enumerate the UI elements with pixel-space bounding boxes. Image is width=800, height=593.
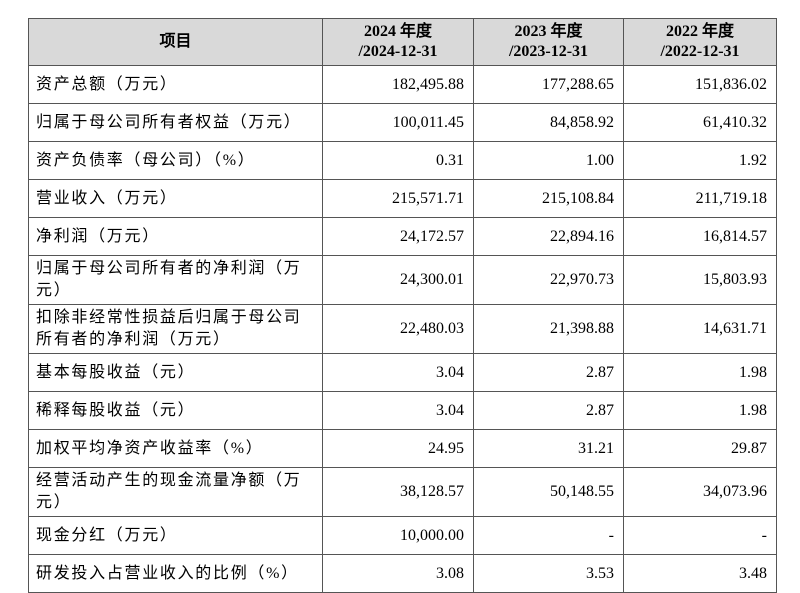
row-label: 现金分红（万元） — [28, 516, 323, 555]
value-cell: 1.92 — [623, 141, 777, 180]
table-row: 扣除非经常性损益后归属于母公司所有者的净利润（万元） 22,480.03 21,39… — [28, 304, 777, 354]
value-cell: 1.98 — [623, 353, 777, 392]
value-cell: 3.48 — [623, 554, 777, 593]
header-date: /2022-12-31 — [660, 43, 740, 60]
value-cell: 61,410.32 — [623, 103, 777, 142]
value-cell: 84,858.92 — [473, 103, 624, 142]
value-cell: 1.00 — [473, 141, 624, 180]
value-cell: 3.04 — [322, 391, 474, 430]
row-label: 归属于母公司所有者权益（万元） — [28, 103, 323, 142]
value-cell: 100,011.45 — [322, 103, 474, 142]
table-row: 归属于母公司所有者权益（万元） 100,011.45 84,858.92 61,410… — [28, 103, 777, 142]
row-label: 经营活动产生的现金流量净额（万元） — [28, 467, 323, 517]
table-row: 营业收入（万元） 215,571.71 215,108.84 211,719.18 — [28, 179, 777, 218]
header-row: 项目 2024 年度/2024-12-31 2023 年度/2023-12-31 20… — [28, 18, 777, 66]
value-cell: 215,108.84 — [473, 179, 624, 218]
value-cell: 177,288.65 — [473, 65, 624, 104]
row-label: 研发投入占营业收入的比例（%） — [28, 554, 323, 593]
value-cell: 22,894.16 — [473, 217, 624, 256]
header-cell: 2023 年度/2023-12-31 — [473, 18, 624, 66]
header-cell: 2022 年度/2022-12-31 — [623, 18, 777, 66]
value-cell: 3.04 — [322, 353, 474, 392]
table-row: 稀释每股收益（元） 3.04 2.87 1.98 — [28, 391, 777, 430]
value-cell: 215,571.71 — [322, 179, 474, 218]
value-cell: 50,148.55 — [473, 467, 624, 517]
row-label: 营业收入（万元） — [28, 179, 323, 218]
header-year: 2022 年度 — [665, 23, 734, 40]
header-year: 2024 年度 — [363, 23, 432, 40]
value-cell: 14,631.71 — [623, 304, 777, 354]
table-body: 资产总额（万元） 182,495.88 177,288.65 151,836.02 归属… — [28, 65, 777, 593]
value-cell: 31.21 — [473, 429, 624, 468]
value-cell: 16,814.57 — [623, 217, 777, 256]
value-cell: 24,172.57 — [322, 217, 474, 256]
value-cell: - — [473, 516, 624, 555]
header-text: 项目 — [159, 33, 192, 50]
value-cell: 0.31 — [322, 141, 474, 180]
value-cell: 3.08 — [322, 554, 474, 593]
row-label: 净利润（万元） — [28, 217, 323, 256]
value-cell: 2.87 — [473, 391, 624, 430]
row-label: 资产负债率（母公司）（%） — [28, 141, 323, 180]
value-cell: 22,480.03 — [322, 304, 474, 354]
header-cell: 2024 年度/2024-12-31 — [322, 18, 474, 66]
header-cell: 项目 — [28, 18, 323, 66]
table-row: 资产总额（万元） 182,495.88 177,288.65 151,836.02 — [28, 65, 777, 104]
table-row: 经营活动产生的现金流量净额（万元） 38,128.57 50,148.55 34,07… — [28, 467, 777, 517]
value-cell: 29.87 — [623, 429, 777, 468]
row-label: 加权平均净资产收益率（%） — [28, 429, 323, 468]
table-row: 基本每股收益（元） 3.04 2.87 1.98 — [28, 353, 777, 392]
table-row: 资产负债率（母公司）（%） 0.31 1.00 1.92 — [28, 141, 777, 180]
header-year: 2023 年度 — [514, 23, 583, 40]
table-row: 加权平均净资产收益率（%） 24.95 31.21 29.87 — [28, 429, 777, 468]
value-cell: 151,836.02 — [623, 65, 777, 104]
row-label: 资产总额（万元） — [28, 65, 323, 104]
row-label: 稀释每股收益（元） — [28, 391, 323, 430]
value-cell: 211,719.18 — [623, 179, 777, 218]
table-row: 现金分红（万元） 10,000.00- - — [28, 516, 777, 555]
header-date: /2023-12-31 — [508, 43, 589, 60]
value-cell: 1.98 — [623, 391, 777, 430]
value-cell: 22,970.73 — [473, 255, 624, 305]
row-label: 归属于母公司所有者的净利润（万元） — [28, 255, 323, 305]
value-cell: 38,128.57 — [322, 467, 474, 517]
value-cell: 182,495.88 — [322, 65, 474, 104]
value-cell: 24.95 — [322, 429, 474, 468]
financial-table: 项目 2024 年度/2024-12-31 2023 年度/2023-12-31 20… — [28, 18, 777, 593]
value-cell: 24,300.01 — [322, 255, 474, 305]
value-cell: 3.53 — [473, 554, 624, 593]
row-label: 基本每股收益（元） — [28, 353, 323, 392]
value-cell: 34,073.96 — [623, 467, 777, 517]
table-row: 研发投入占营业收入的比例（%） 3.08 3.53 3.48 — [28, 554, 777, 593]
table-row: 归属于母公司所有者的净利润（万元） 24,300.01 22,970.73 15,80… — [28, 255, 777, 305]
header-date: /2024-12-31 — [358, 43, 438, 60]
value-cell: 2.87 — [473, 353, 624, 392]
page: 项目 2024 年度/2024-12-31 2023 年度/2023-12-31 20… — [28, 18, 777, 593]
table-row: 净利润（万元） 24,172.57 22,894.16 16,814.57 — [28, 217, 777, 256]
value-cell: 10,000.00 — [322, 516, 474, 555]
row-label: 扣除非经常性损益后归属于母公司所有者的净利润（万元） — [28, 304, 323, 354]
value-cell: 15,803.93 — [623, 255, 777, 305]
value-cell: - — [623, 516, 777, 555]
value-cell: 21,398.88 — [473, 304, 624, 354]
